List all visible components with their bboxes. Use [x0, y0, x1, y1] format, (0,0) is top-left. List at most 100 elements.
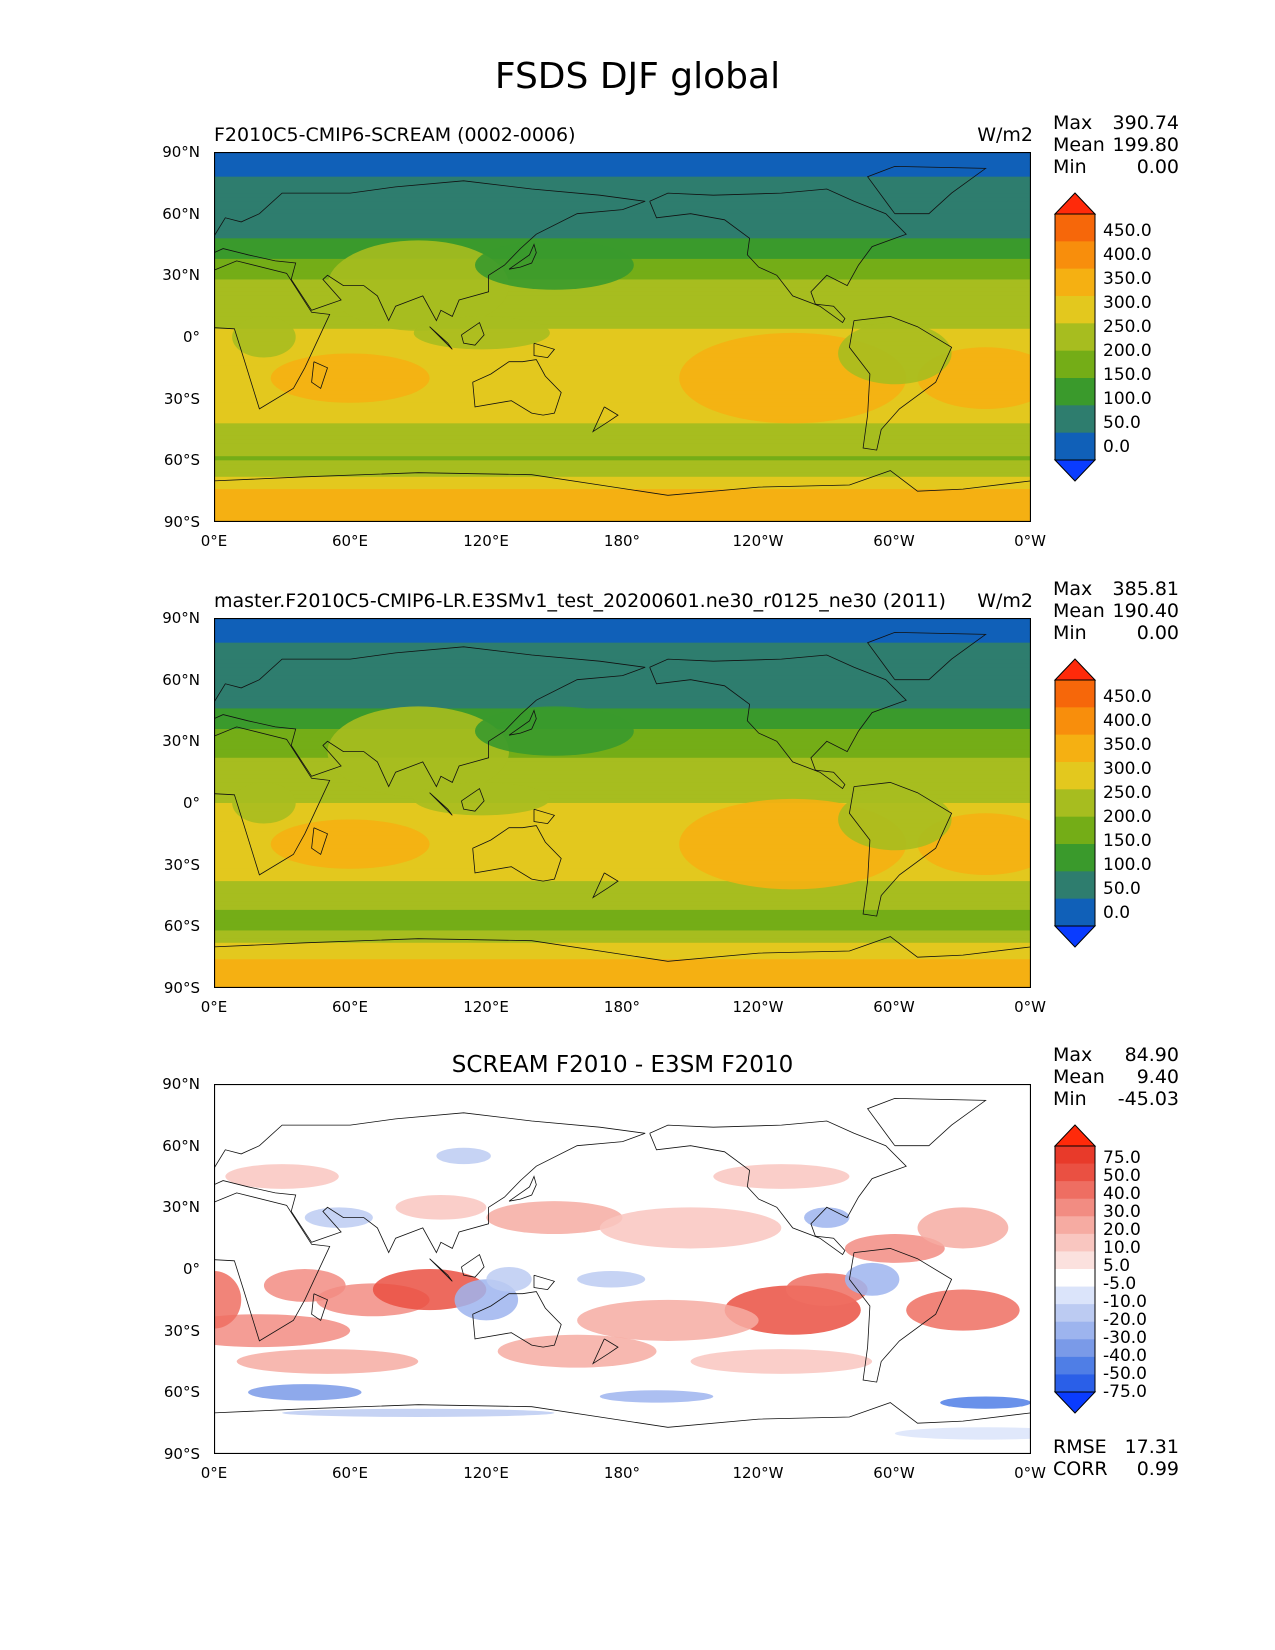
colorbar-label: 50.0	[1103, 413, 1141, 433]
colorbar-extend-bottom	[1053, 925, 1097, 948]
contour-region	[436, 1147, 491, 1165]
contour-band	[214, 766, 1031, 771]
colorbar-label: 200.0	[1103, 341, 1152, 361]
contour-band	[214, 622, 1031, 627]
contour-band	[214, 341, 1031, 346]
contour-band	[214, 156, 1031, 161]
colorbar	[1053, 1124, 1097, 1414]
colorbar-label: 400.0	[1103, 711, 1152, 731]
coastline	[311, 1293, 328, 1322]
contour-band	[214, 811, 1031, 816]
contour-band	[214, 374, 1031, 379]
contour-band	[214, 905, 1031, 911]
contour-band	[214, 774, 1031, 779]
coastline	[214, 1192, 331, 1342]
contour-band	[214, 217, 1031, 223]
colorbar-label: -5.0	[1103, 1274, 1137, 1294]
coastline	[214, 1402, 1031, 1428]
contour-band	[214, 337, 1031, 342]
map-svg	[214, 152, 1031, 522]
x-tick-label: 0°W	[1014, 998, 1046, 1016]
contour-band	[214, 659, 1031, 664]
contour-band	[214, 501, 1031, 507]
y-tick-label: 60°N	[162, 1137, 200, 1155]
contour-band	[214, 291, 1031, 297]
contour-band	[214, 794, 1031, 800]
x-tick-label: 120°W	[732, 998, 784, 1016]
coastline	[461, 787, 485, 812]
colorbar-segment	[1055, 762, 1095, 790]
coastline	[848, 315, 953, 451]
contour-region	[844, 1234, 945, 1263]
contour-band	[214, 696, 1031, 701]
contour-band	[214, 831, 1031, 837]
contour-band	[214, 324, 1031, 330]
stat-max: 84.90	[1124, 1044, 1179, 1066]
contour-band	[214, 983, 1031, 988]
contour-band	[214, 872, 1031, 878]
colorbar-segment	[1055, 405, 1095, 434]
colorbar-label: -75.0	[1103, 1382, 1147, 1402]
colorbar-label: 450.0	[1103, 221, 1152, 241]
contour-band	[214, 856, 1031, 862]
contour-band	[214, 745, 1031, 751]
x-tick-label: 0°E	[200, 998, 228, 1016]
contour-band	[214, 184, 1031, 190]
stat-mean: 9.40	[1136, 1066, 1179, 1088]
contour-band	[214, 835, 1031, 841]
contour-region	[304, 1207, 373, 1228]
contour-band	[214, 786, 1031, 792]
colorbar-segment	[1055, 214, 1095, 242]
contour-band	[214, 476, 1031, 482]
y-tick-label: 30°N	[162, 732, 200, 750]
contour-band	[214, 398, 1031, 404]
contour-band	[214, 332, 1031, 338]
stat-label: Min	[1053, 1088, 1087, 1110]
stat-label: Mean	[1053, 134, 1105, 156]
colorbar-extend-bottom	[1053, 1391, 1097, 1414]
contour-band	[214, 406, 1031, 412]
contour-band	[214, 152, 1031, 157]
panel-screamf2010: F2010C5-CMIP6-SCREAM (0002-0006) W/m2 Ma…	[0, 112, 1275, 550]
contour-band	[214, 517, 1031, 522]
contour-band	[214, 807, 1031, 812]
contour-band	[214, 650, 1031, 656]
contour-region	[270, 819, 430, 869]
colorbar-label: 50.0	[1103, 879, 1141, 899]
contour-band	[214, 464, 1031, 470]
contour-region	[474, 240, 634, 290]
contour-band	[214, 848, 1031, 853]
y-tick-label: 60°S	[163, 917, 200, 935]
x-tick-label: 0°E	[200, 532, 228, 550]
contour-band	[214, 435, 1031, 441]
coastline	[866, 165, 987, 215]
coastline	[592, 406, 619, 433]
colorbar-extend-bottom	[1053, 459, 1097, 482]
stat-label: Max	[1053, 1044, 1093, 1066]
colorbar-label: 0.0	[1103, 903, 1131, 923]
contour-band	[214, 934, 1031, 940]
y-tick-label: 30°S	[163, 390, 200, 408]
stat-mean: 199.80	[1112, 134, 1179, 156]
colorbar-segment	[1055, 1181, 1095, 1200]
contour-band	[214, 975, 1031, 981]
contour-band	[214, 938, 1031, 944]
coastline	[866, 631, 987, 681]
coastline	[214, 1112, 646, 1254]
coastline	[649, 1120, 907, 1256]
y-tick-label: 30°S	[163, 856, 200, 874]
stat-label: Max	[1053, 112, 1093, 134]
colorbar-frame	[1054, 1145, 1096, 1393]
contour-region	[804, 1207, 850, 1228]
contour-band	[214, 419, 1031, 424]
colorbar-segment	[1055, 241, 1095, 270]
colorbar-segment	[1055, 1321, 1095, 1340]
colorbar-label: 20.0	[1103, 1220, 1141, 1240]
contour-band	[214, 369, 1031, 375]
contour-region	[413, 782, 550, 816]
contour-band	[214, 967, 1031, 973]
contour-band	[214, 361, 1031, 367]
stats-block: Max 390.74 Mean 199.80 Min 0.00	[1053, 112, 1179, 178]
contour-band	[214, 687, 1031, 693]
contour-band	[214, 819, 1031, 825]
